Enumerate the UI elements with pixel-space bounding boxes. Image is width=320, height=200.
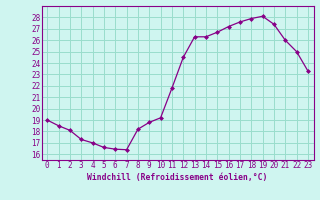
X-axis label: Windchill (Refroidissement éolien,°C): Windchill (Refroidissement éolien,°C) (87, 173, 268, 182)
